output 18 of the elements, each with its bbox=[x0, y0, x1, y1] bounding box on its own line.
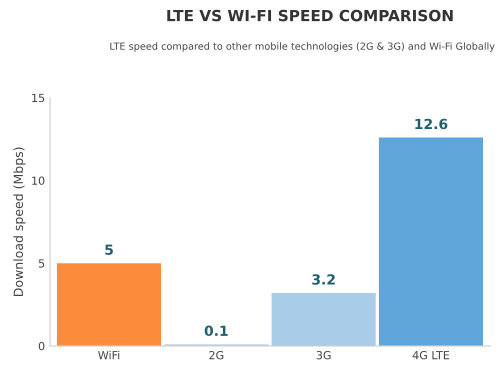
x-tick-label: 3G bbox=[316, 350, 331, 360]
chart-title: LTE VS WI-FI SPEED COMPARISON bbox=[167, 10, 453, 22]
x-tick-label: 2G bbox=[209, 350, 224, 360]
chart-subtitle: LTE speed compared to other mobile technologies (2G & 3G) and Wi-Fi Globally bbox=[110, 42, 495, 52]
x-tick-label: WiFi bbox=[98, 350, 120, 360]
data-label: 12.6 bbox=[415, 118, 448, 130]
y-tick-label: 0 bbox=[38, 342, 44, 350]
y-axis-title: Download speed (Mbps) bbox=[13, 148, 26, 296]
y-tick-label: 15 bbox=[32, 94, 44, 102]
y-tick-label: 5 bbox=[38, 259, 44, 268]
data-label: 5 bbox=[105, 244, 113, 255]
x-tick-label: 4G LTE bbox=[412, 350, 450, 360]
bar bbox=[56, 263, 162, 346]
bar bbox=[378, 137, 484, 346]
data-label: 3.2 bbox=[312, 274, 335, 285]
y-tick-label: 10 bbox=[32, 176, 44, 185]
data-label: 0.1 bbox=[204, 326, 228, 336]
bar bbox=[272, 292, 376, 346]
